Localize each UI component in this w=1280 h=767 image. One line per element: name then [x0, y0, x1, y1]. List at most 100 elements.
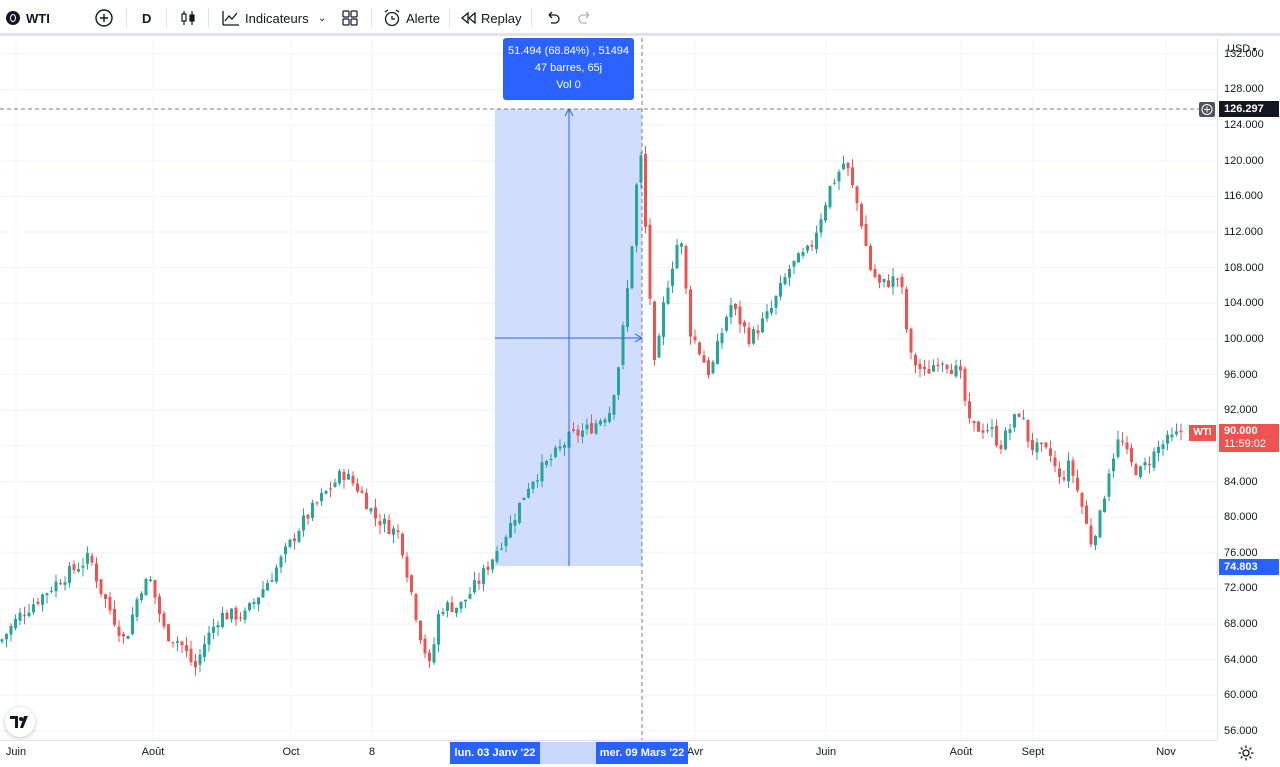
candle-body: [342, 471, 346, 480]
candle-body: [1044, 442, 1048, 448]
candle-body: [738, 306, 742, 325]
crosshair-add-button[interactable]: [1199, 102, 1215, 117]
candle-body: [824, 205, 827, 221]
candle-body: [1157, 446, 1160, 454]
candle-body: [77, 569, 80, 572]
candle-body: [54, 581, 58, 592]
candle-body: [387, 520, 391, 534]
candle-body: [365, 492, 368, 510]
candle-body: [1022, 418, 1025, 420]
crosshair-price-label: 126.297: [1219, 101, 1279, 117]
candle-body: [1089, 525, 1093, 545]
chart-pane[interactable]: [0, 38, 1217, 740]
interval-button[interactable]: D: [142, 0, 151, 36]
candle-body: [203, 644, 206, 657]
indicators-dropdown[interactable]: ⌄: [318, 0, 326, 36]
candle-body: [666, 287, 670, 304]
candle-body: [545, 461, 548, 465]
time-tick: 8: [368, 746, 376, 758]
candle-body: [140, 593, 143, 600]
price-tick: 92.000: [1224, 404, 1258, 417]
gear-icon: [1238, 745, 1254, 761]
candle-body: [900, 277, 904, 288]
candle-body: [194, 661, 197, 668]
alert-label: Alerte: [406, 10, 440, 26]
candle-body: [977, 421, 980, 432]
candle-body: [1098, 510, 1102, 538]
candle-body: [752, 329, 755, 344]
candle-body: [1179, 430, 1183, 433]
candle-body: [522, 497, 526, 500]
price-tick: 132.000: [1224, 47, 1264, 60]
price-tick: 116.000: [1224, 190, 1263, 203]
replay-button[interactable]: Replay: [459, 0, 521, 36]
candle-body: [324, 490, 328, 494]
grid-lines-vertical: [15, 38, 1167, 740]
candle-body: [765, 311, 769, 319]
candle-body: [261, 589, 265, 598]
candle-body: [45, 593, 49, 596]
candle-body: [761, 318, 764, 333]
candle-body: [1035, 442, 1039, 453]
candle-body: [698, 342, 701, 355]
candle-body: [117, 626, 121, 636]
candle-body: [1116, 439, 1120, 457]
layout-grid-icon: [342, 10, 358, 26]
price-chart[interactable]: [0, 38, 1217, 740]
candle-body: [743, 322, 746, 327]
candle-body: [423, 638, 427, 654]
candle-body: [1053, 457, 1057, 467]
symbol-search[interactable]: WTI: [6, 0, 50, 36]
price-axis[interactable]: USD ▾ 56.000 60.000 64.000 68.000 72.000 76.0…: [1217, 38, 1280, 740]
candle-body: [549, 459, 553, 460]
candle-body: [405, 556, 409, 578]
candle-body: [1148, 463, 1151, 466]
time-tick: Août: [141, 746, 165, 758]
candle-body: [963, 368, 967, 401]
compare-symbol-button[interactable]: [94, 0, 114, 36]
measure-change: 51.494 (68.84%) , 51494: [507, 45, 630, 57]
tradingview-logo[interactable]: [5, 707, 35, 737]
candle-body: [491, 559, 494, 570]
candle-body: [684, 246, 688, 289]
price-tick: 80.000: [1224, 511, 1258, 524]
candle-body: [801, 251, 805, 256]
layouts-button[interactable]: [341, 0, 359, 36]
indicators-button[interactable]: Indicateurs: [221, 0, 309, 36]
time-axis-settings-button[interactable]: [1237, 744, 1257, 764]
chart-type-button[interactable]: [179, 0, 197, 36]
candle-body: [225, 612, 229, 620]
candle-body: [837, 171, 841, 182]
candle-body: [329, 488, 332, 490]
candle-body: [896, 278, 899, 280]
candle-body: [189, 648, 193, 663]
candle-body: [1076, 477, 1079, 491]
bar-countdown: 11:59:02: [1224, 438, 1267, 450]
undo-button[interactable]: [543, 0, 561, 36]
candle-body: [833, 182, 836, 184]
time-tick: Juin: [815, 746, 837, 758]
candle-body: [810, 245, 814, 247]
candle-body: [32, 604, 35, 613]
candle-body: [788, 269, 791, 278]
candle-body: [288, 539, 292, 547]
candle-body: [9, 625, 13, 635]
currency-selector[interactable]: USD ▾: [1227, 43, 1256, 55]
candle-body: [131, 614, 134, 635]
candle-body: [873, 268, 877, 277]
redo-icon: [578, 11, 590, 24]
candle-body: [144, 579, 148, 596]
measure-bars: 47 barres, 65j: [534, 62, 603, 74]
candle-body: [990, 427, 994, 429]
candle-body: [464, 599, 467, 602]
candle-body: [234, 607, 238, 620]
interval-label: D: [142, 10, 152, 26]
alert-button[interactable]: Alerte: [382, 0, 440, 36]
candle-body: [621, 325, 625, 365]
candle-body: [1170, 434, 1174, 438]
candle-body: [806, 245, 809, 251]
candle-body: [725, 316, 728, 331]
candle-body: [518, 502, 521, 523]
redo-button[interactable]: [577, 0, 595, 36]
candle-body: [914, 355, 917, 366]
